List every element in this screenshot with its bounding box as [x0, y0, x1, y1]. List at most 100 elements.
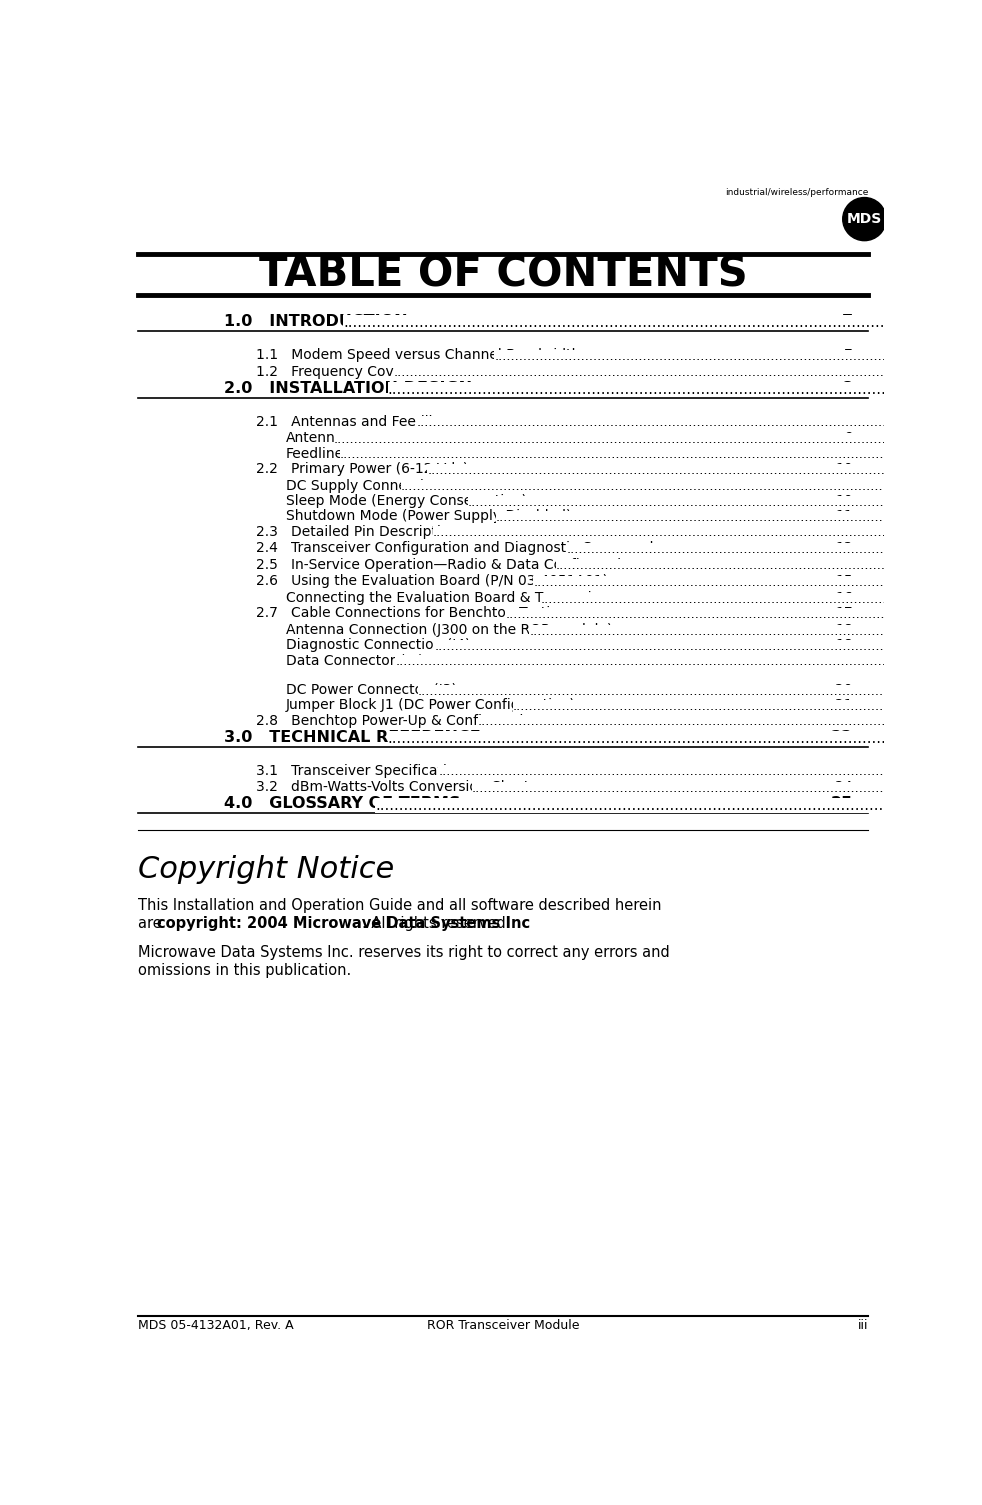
Text: Jumper Block J1 (DC Power Configuration): Jumper Block J1 (DC Power Configuration)	[286, 698, 575, 712]
Bar	[392, 360, 844, 384]
Text: 11: 11	[835, 525, 852, 539]
Text: 8: 8	[842, 381, 852, 396]
Text: 4.0   GLOSSARY OF TERMS: 4.0 GLOSSARY OF TERMS	[224, 796, 460, 811]
Text: 2.7   Cable Connections for Benchtop Testing: 2.7 Cable Connections for Benchtop Testi…	[256, 607, 568, 620]
Text: ................................................................................: ........................................…	[439, 766, 982, 778]
Text: ................................................................................: ........................................…	[417, 685, 982, 698]
Text: ................................................................................: ........................................…	[401, 480, 982, 494]
Bar	[341, 310, 843, 333]
Text: 2.8   Benchtop Power-Up & Configuration: 2.8 Benchtop Power-Up & Configuration	[256, 713, 541, 728]
Text: 9: 9	[844, 430, 852, 445]
Text: 9: 9	[844, 414, 852, 429]
Text: ................................................................................: ........................................…	[494, 349, 982, 363]
Bar	[393, 649, 838, 673]
Text: iii: iii	[858, 1318, 868, 1332]
Text: . All rights reserved.: . All rights reserved.	[361, 915, 510, 930]
Text: are: are	[138, 915, 167, 930]
Text: 1.1   Modem Speed versus Channel Bandwidth: 1.1 Modem Speed versus Channel Bandwidth	[256, 348, 580, 363]
Text: 20: 20	[836, 683, 852, 697]
Bar	[425, 458, 838, 480]
Text: ................................................................................: ........................................…	[468, 495, 982, 509]
Text: ................................................................................: ........................................…	[434, 640, 982, 653]
Text: omissions in this publication.: omissions in this publication.	[138, 963, 352, 978]
Text: 2.2   Primary Power (6-12 Vdc): 2.2 Primary Power (6-12 Vdc)	[256, 462, 468, 476]
Bar	[430, 521, 838, 543]
Bar	[503, 602, 838, 625]
Text: ................................................................................: ........................................…	[416, 417, 982, 429]
Bar	[469, 775, 838, 799]
Text: 22: 22	[836, 765, 852, 778]
Text: Feedlines: Feedlines	[286, 447, 351, 461]
Text: Antennas: Antennas	[286, 430, 351, 445]
Text: 21: 21	[835, 713, 852, 728]
Text: 22: 22	[831, 730, 852, 745]
Text: 1.2   Frequency Coverage: 1.2 Frequency Coverage	[256, 364, 434, 379]
Text: 25: 25	[831, 796, 852, 811]
Text: 18: 18	[835, 638, 852, 652]
Text: MDS: MDS	[846, 212, 882, 226]
Text: copyright: 2004 Microwave Data Systems Inc: copyright: 2004 Microwave Data Systems I…	[157, 915, 530, 930]
Bar	[436, 759, 838, 783]
Bar	[553, 554, 838, 576]
Text: DC Power Connector (J3): DC Power Connector (J3)	[286, 683, 457, 697]
Text: ................................................................................: ........................................…	[388, 382, 982, 397]
Text: ................................................................................: ........................................…	[343, 315, 982, 330]
Text: ................................................................................: ........................................…	[529, 625, 982, 638]
Text: 2.0   INSTALLATION DESIGN: 2.0 INSTALLATION DESIGN	[224, 381, 471, 396]
Text: 10: 10	[835, 462, 852, 476]
Text: Shutdown Mode (Power Supply Disabled): Shutdown Mode (Power Supply Disabled)	[286, 509, 571, 524]
Text: Copyright Notice: Copyright Notice	[138, 855, 395, 885]
Text: 3.2   dBm-Watts-Volts Conversion Chart: 3.2 dBm-Watts-Volts Conversion Chart	[256, 781, 529, 795]
Text: Microwave Data Systems Inc. reserves its right to correct any errors and: Microwave Data Systems Inc. reserves its…	[138, 945, 670, 960]
Bar	[494, 504, 838, 528]
Text: 17: 17	[835, 607, 852, 620]
Text: 7: 7	[845, 348, 852, 363]
Bar	[386, 725, 836, 749]
Bar	[399, 474, 838, 497]
Text: MDS 05-4132A01, Rev. A: MDS 05-4132A01, Rev. A	[138, 1318, 294, 1332]
Text: ................................................................................: ........................................…	[513, 700, 982, 713]
Text: ................................................................................: ........................................…	[472, 783, 982, 795]
Text: industrial/wireless/performance: industrial/wireless/performance	[725, 188, 868, 197]
Text: 10: 10	[835, 447, 852, 461]
Text: 18: 18	[835, 623, 852, 637]
Bar	[475, 709, 838, 733]
Text: ................................................................................: ........................................…	[540, 593, 982, 605]
Text: ................................................................................: ........................................…	[533, 576, 982, 588]
Text: Sleep Mode (Energy Conservation): Sleep Mode (Energy Conservation)	[286, 494, 526, 507]
Bar	[511, 694, 838, 716]
Text: 19: 19	[835, 653, 852, 668]
Circle shape	[843, 197, 886, 241]
Text: 3.1   Transceiver Specifications: 3.1 Transceiver Specifications	[256, 765, 471, 778]
Bar	[372, 792, 836, 816]
Text: ................................................................................: ........................................…	[375, 798, 982, 813]
Text: Antenna Connection (J300 on the ROR module): Antenna Connection (J300 on the ROR modu…	[286, 623, 612, 637]
Text: 16: 16	[835, 591, 852, 605]
Text: 21: 21	[835, 698, 852, 712]
Text: ................................................................................: ........................................…	[396, 655, 982, 668]
Text: ................................................................................: ........................................…	[340, 448, 982, 461]
Text: ................................................................................: ........................................…	[477, 715, 982, 728]
Text: ................................................................................: ........................................…	[388, 731, 982, 746]
Text: DC Supply Connection: DC Supply Connection	[286, 479, 441, 492]
Text: Connecting the Evaluation Board & Transceiver: Connecting the Evaluation Board & Transc…	[286, 591, 614, 605]
Text: 2.1   Antennas and Feedlines: 2.1 Antennas and Feedlines	[256, 414, 457, 429]
Bar	[332, 426, 844, 450]
Text: 11: 11	[835, 509, 852, 524]
Text: 2.5   In-Service Operation—Radio & Data Configuration: 2.5 In-Service Operation—Radio & Data Co…	[256, 558, 638, 572]
Bar	[413, 409, 844, 433]
Bar	[527, 619, 838, 641]
Text: ................................................................................: ........................................…	[567, 543, 982, 555]
Text: ................................................................................: ........................................…	[427, 464, 982, 477]
Text: 3.0   TECHNICAL REFERENCE: 3.0 TECHNICAL REFERENCE	[224, 730, 480, 745]
Bar	[465, 489, 838, 513]
Bar	[337, 442, 838, 465]
Bar	[565, 537, 838, 560]
Text: ROR Transceiver Module: ROR Transceiver Module	[427, 1318, 579, 1332]
Text: ................................................................................: ........................................…	[394, 366, 982, 379]
Text: 10: 10	[835, 494, 852, 507]
Text: Data Connector (J5): Data Connector (J5)	[286, 653, 423, 668]
Bar	[386, 376, 843, 400]
Bar	[531, 570, 838, 593]
Text: 7: 7	[842, 315, 852, 330]
